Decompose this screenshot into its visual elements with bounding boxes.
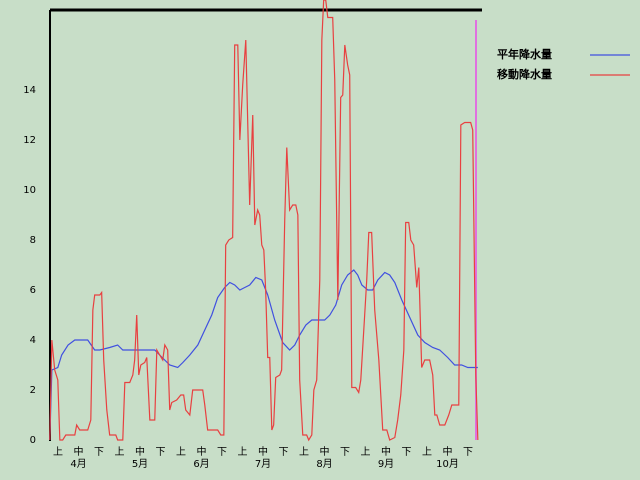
y-tick-label: 12 [23,135,36,146]
month-label: 7月 [255,458,271,470]
y-tick-label: 10 [23,185,36,196]
x-tick-label: 下 [340,447,350,458]
x-tick-label: 中 [258,445,268,458]
x-tick-label: 上 [299,446,309,458]
x-tick-label: 下 [94,447,104,458]
x-tick-label: 上 [53,446,63,458]
x-tick-label: 上 [238,446,248,458]
y-tick-label: 4 [30,335,36,346]
x-tick-label: 中 [197,445,207,458]
x-tick-label: 中 [135,445,145,458]
x-tick-label: 下 [217,447,227,458]
month-label: 8月 [316,458,332,470]
x-tick-label: 中 [74,445,84,458]
x-tick-label: 中 [320,445,330,458]
x-tick-label: 下 [156,447,166,458]
legend-label: 平年降水量 [497,47,552,61]
y-tick-label: 8 [30,235,36,246]
y-tick-label: 0 [30,435,36,446]
month-label: 4月 [70,458,86,470]
series-line [49,269,478,441]
month-label: 10月 [436,458,459,470]
series-line [49,0,479,442]
legend-label: 移動降水量 [497,67,552,81]
x-tick-label: 上 [361,446,371,458]
x-tick-label: 下 [279,447,289,458]
x-tick-label: 下 [402,447,412,458]
month-label: 9月 [378,458,394,470]
month-label: 5月 [132,458,148,470]
x-tick-label: 下 [463,447,473,458]
x-tick-label: 上 [422,446,432,458]
x-tick-label: 中 [443,445,453,458]
month-label: 6月 [193,458,209,470]
x-tick-label: 上 [176,446,186,458]
x-tick-label: 中 [381,445,391,458]
x-tick-label: 上 [115,446,125,458]
y-tick-label: 6 [30,285,36,296]
y-tick-label: 2 [30,385,36,396]
y-tick-label: 14 [23,85,36,96]
